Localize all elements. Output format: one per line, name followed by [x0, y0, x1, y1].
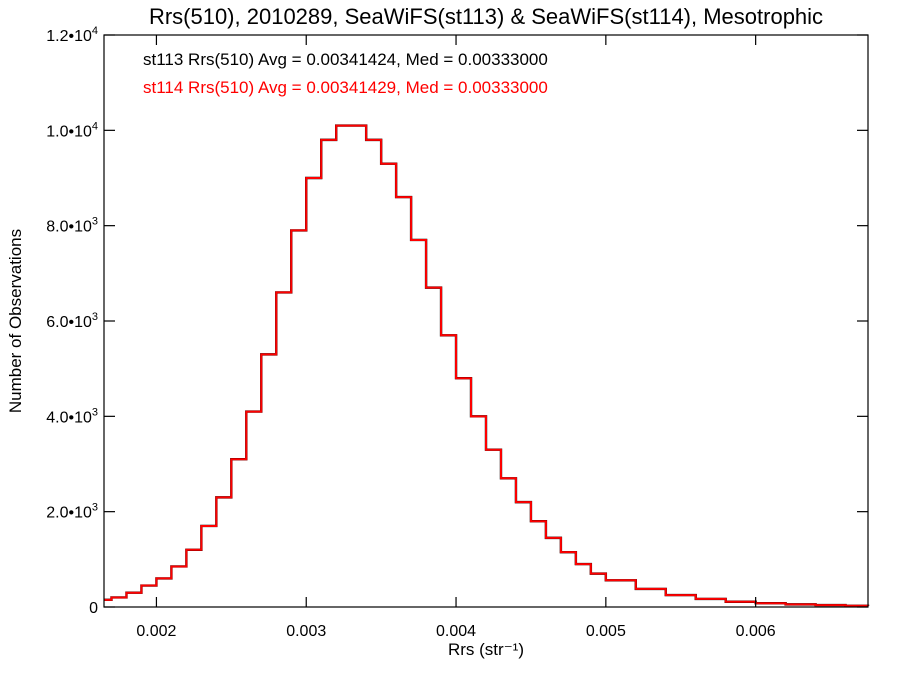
y-axis: 0 2.0•103 4.0•103 6.0•103 8.0•103 1.0•104 1.2•… [46, 25, 868, 617]
y-tick-label: 8.0•103 [46, 216, 98, 236]
series-layer [104, 124, 870, 608]
plot-frame [103, 34, 869, 608]
stat-line-st114: st114 Rrs(510) Avg = 0.00341429, Med = 0… [143, 78, 548, 97]
x-tick-label: 0.002 [136, 623, 176, 640]
series-line-1 [104, 124, 870, 608]
chart-title: Rrs(510), 2010289, SeaWiFS(st113) & SeaW… [149, 4, 823, 29]
series-line-2 [104, 124, 869, 607]
y-axis-label: Number of Observations [6, 229, 25, 413]
x-axis-label: Rrs (str⁻¹) [448, 640, 524, 659]
x-tick-label: 0.006 [736, 623, 776, 640]
x-tick-label: 0.004 [436, 623, 476, 640]
y-tick-label: 1.2•104 [46, 25, 98, 45]
x-axis: 0.002 0.003 0.004 0.005 0.006 [136, 35, 776, 640]
x-tick-label: 0.005 [586, 623, 626, 640]
stat-line-st113: st113 Rrs(510) Avg = 0.00341424, Med = 0… [143, 50, 548, 69]
y-tick-label: 1.0•104 [46, 120, 98, 140]
y-tick-label: 2.0•103 [46, 502, 98, 522]
y-tick-label: 6.0•103 [46, 311, 98, 331]
y-tick-label: 4.0•103 [46, 406, 98, 426]
y-tick-label: 0 [89, 600, 98, 617]
x-tick-label: 0.003 [286, 623, 326, 640]
